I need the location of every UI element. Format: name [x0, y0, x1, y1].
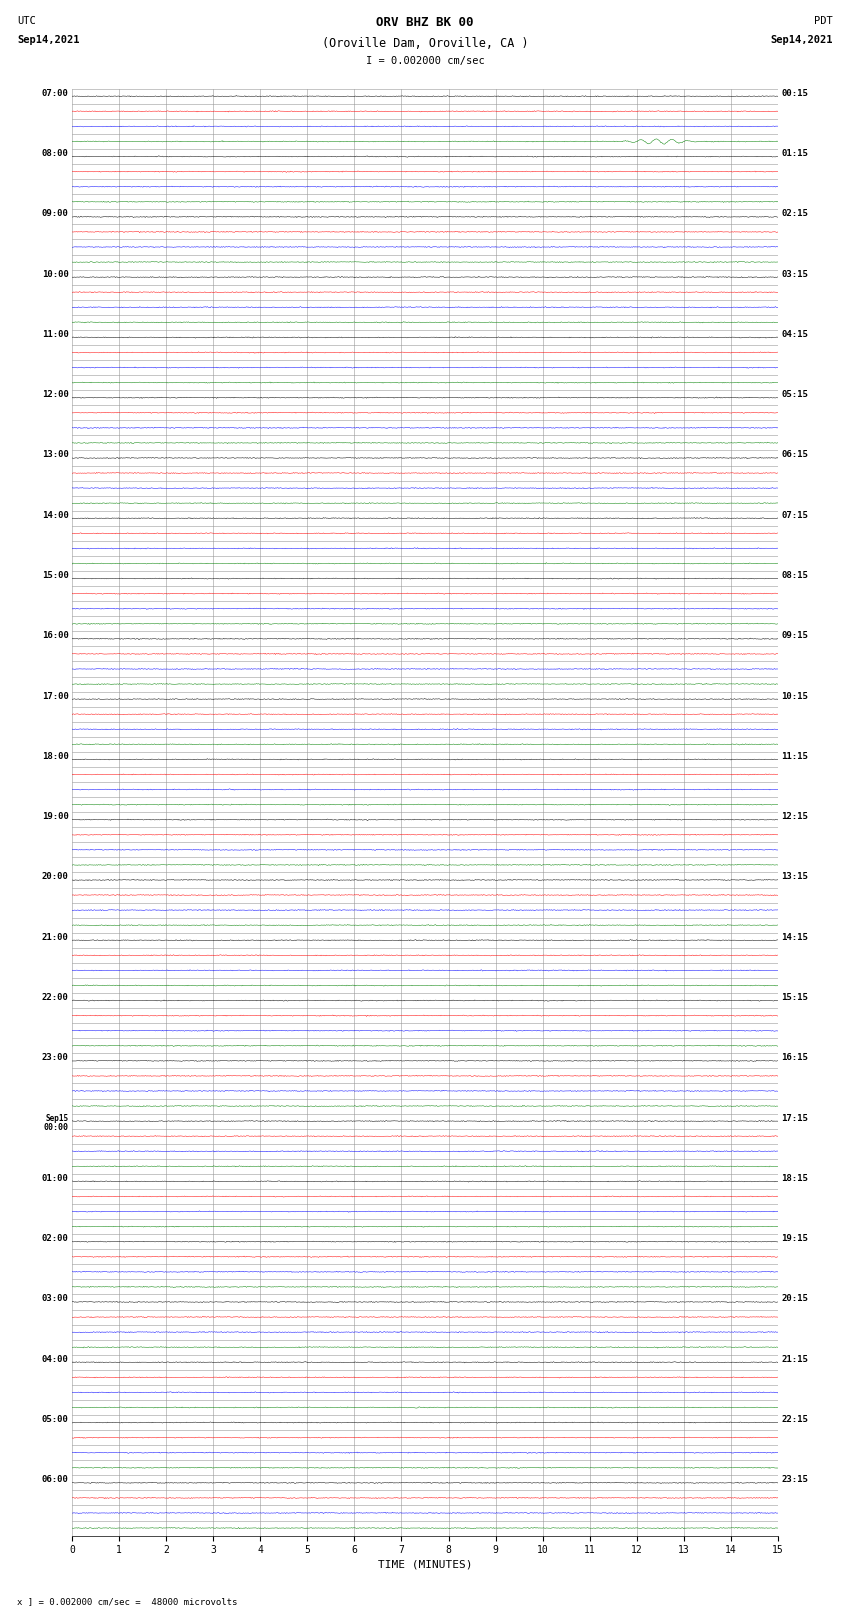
Text: 10:00: 10:00	[42, 269, 69, 279]
Text: Sep14,2021: Sep14,2021	[770, 35, 833, 45]
Text: 01:00: 01:00	[42, 1174, 69, 1182]
Text: 20:00: 20:00	[42, 873, 69, 881]
Text: 01:15: 01:15	[781, 148, 808, 158]
Text: Sep14,2021: Sep14,2021	[17, 35, 80, 45]
Text: Sep15: Sep15	[46, 1113, 69, 1123]
Text: 17:15: 17:15	[781, 1113, 808, 1123]
Text: 23:15: 23:15	[781, 1476, 808, 1484]
Text: 03:15: 03:15	[781, 269, 808, 279]
Text: 10:15: 10:15	[781, 692, 808, 700]
Text: 15:00: 15:00	[42, 571, 69, 581]
Text: I = 0.002000 cm/sec: I = 0.002000 cm/sec	[366, 56, 484, 66]
Text: 18:00: 18:00	[42, 752, 69, 761]
Text: UTC: UTC	[17, 16, 36, 26]
Text: PDT: PDT	[814, 16, 833, 26]
Text: 05:15: 05:15	[781, 390, 808, 398]
Text: 08:15: 08:15	[781, 571, 808, 581]
Text: 04:00: 04:00	[42, 1355, 69, 1363]
Text: 07:15: 07:15	[781, 511, 808, 519]
Text: ORV BHZ BK 00: ORV BHZ BK 00	[377, 16, 473, 29]
Text: 09:15: 09:15	[781, 631, 808, 640]
Text: 20:15: 20:15	[781, 1294, 808, 1303]
Text: 23:00: 23:00	[42, 1053, 69, 1063]
Text: 08:00: 08:00	[42, 148, 69, 158]
Text: 21:15: 21:15	[781, 1355, 808, 1363]
Text: 02:15: 02:15	[781, 210, 808, 218]
Text: 22:00: 22:00	[42, 994, 69, 1002]
Text: 14:15: 14:15	[781, 932, 808, 942]
Text: 15:15: 15:15	[781, 994, 808, 1002]
Text: 12:00: 12:00	[42, 390, 69, 398]
Text: 17:00: 17:00	[42, 692, 69, 700]
Text: 11:15: 11:15	[781, 752, 808, 761]
Text: 22:15: 22:15	[781, 1415, 808, 1424]
Text: 18:15: 18:15	[781, 1174, 808, 1182]
Text: 09:00: 09:00	[42, 210, 69, 218]
Text: 00:15: 00:15	[781, 89, 808, 98]
Text: 02:00: 02:00	[42, 1234, 69, 1244]
Text: 00:00: 00:00	[43, 1123, 69, 1132]
Text: 07:00: 07:00	[42, 89, 69, 98]
Text: 06:00: 06:00	[42, 1476, 69, 1484]
Text: 21:00: 21:00	[42, 932, 69, 942]
Text: 19:00: 19:00	[42, 813, 69, 821]
Text: 06:15: 06:15	[781, 450, 808, 460]
Text: x ] = 0.002000 cm/sec =  48000 microvolts: x ] = 0.002000 cm/sec = 48000 microvolts	[17, 1597, 237, 1607]
Text: 16:15: 16:15	[781, 1053, 808, 1063]
X-axis label: TIME (MINUTES): TIME (MINUTES)	[377, 1560, 473, 1569]
Text: 03:00: 03:00	[42, 1294, 69, 1303]
Text: 04:15: 04:15	[781, 331, 808, 339]
Text: 14:00: 14:00	[42, 511, 69, 519]
Text: 11:00: 11:00	[42, 331, 69, 339]
Text: 19:15: 19:15	[781, 1234, 808, 1244]
Text: 16:00: 16:00	[42, 631, 69, 640]
Text: 12:15: 12:15	[781, 813, 808, 821]
Text: 13:15: 13:15	[781, 873, 808, 881]
Text: 05:00: 05:00	[42, 1415, 69, 1424]
Text: (Oroville Dam, Oroville, CA ): (Oroville Dam, Oroville, CA )	[321, 37, 529, 50]
Text: 13:00: 13:00	[42, 450, 69, 460]
